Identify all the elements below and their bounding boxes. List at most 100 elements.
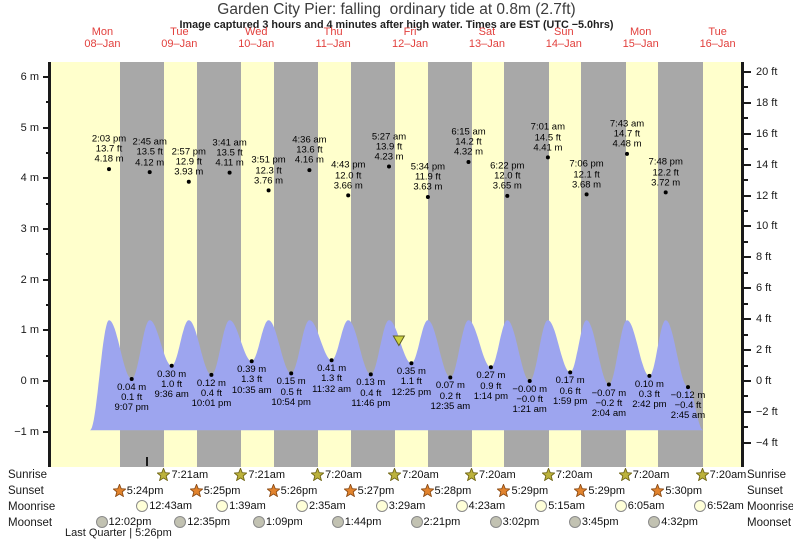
moonset-circle-icon — [95, 516, 108, 528]
sunrise-marker: 7:21am — [234, 468, 285, 481]
axis-tick — [43, 75, 50, 78]
axis-tick — [744, 194, 751, 197]
moonset-circle-icon — [568, 516, 581, 528]
sunset-star-icon — [112, 484, 126, 497]
tide-annotation-high: 5:34 pm 11.9 ft 3.63 m — [411, 162, 445, 193]
tide-dot-high — [346, 193, 351, 198]
moonset-circle-icon — [410, 516, 423, 528]
axis-minor-tick — [744, 426, 748, 429]
axis-tick — [744, 441, 751, 444]
moonrise-time: 6:05am — [627, 500, 665, 512]
tide-dot-low — [249, 359, 254, 364]
day-label: Thu 11–Jan — [315, 26, 350, 50]
moonrise-circle-icon — [136, 500, 149, 512]
annotation-line: 3.66 m — [333, 180, 363, 192]
annotation-line: 1.0 ft — [161, 378, 183, 390]
annotation-line: 7:06 pm — [569, 158, 604, 170]
moonset-marker: 1:44pm — [331, 516, 381, 528]
tide-annotation-high: 6:15 am 14.2 ft 4.32 m — [451, 127, 485, 158]
axis-tick — [43, 329, 50, 332]
axis-tick — [744, 163, 751, 166]
day-name: Tue — [170, 26, 189, 38]
sunrise-marker: 7:20am — [541, 468, 593, 481]
annotation-line: 7:43 am — [609, 118, 645, 130]
annotation-line: 1.3 ft — [241, 374, 263, 386]
annotation-line: 1:14 pm — [473, 390, 509, 402]
moonrise-circle-icon — [375, 500, 388, 512]
sunrise-star-icon — [157, 468, 171, 481]
moonrise-marker: 3:29am — [375, 500, 426, 512]
sunset-marker: 5:29pm — [497, 484, 548, 497]
sunrise-marker: 7:21am — [157, 468, 208, 481]
sunset-marker: 5:28pm — [420, 484, 471, 497]
tide-dot-low — [606, 382, 611, 387]
day-label: Wed 10–Jan — [238, 26, 275, 50]
x-axis-tick — [146, 457, 148, 466]
moonrise-time: 3:29am — [388, 500, 426, 512]
annotation-line: 2:45 am — [670, 410, 706, 422]
tide-dot-high — [663, 190, 668, 195]
sunset-time: 5:29pm — [588, 484, 626, 497]
axis-tick — [744, 380, 751, 382]
tide-dot-high — [107, 167, 111, 172]
annotation-line: 4:36 am — [292, 134, 327, 146]
tide-annotation-high: 4:43 pm 12.0 ft 3.66 m — [331, 160, 365, 192]
axis-label-meters: 2 m — [20, 273, 39, 286]
day-name: Sun — [554, 26, 574, 38]
tide-annotation-low: 0.30 m 1.0 ft 9:36 am — [154, 369, 188, 401]
annotation-line: 0.41 m — [317, 363, 347, 375]
annotation-line: 4.18 m — [94, 153, 124, 165]
annotation-line: 6:22 pm — [490, 160, 525, 172]
annotation-line: 12.0 ft — [494, 170, 521, 182]
page-subtitle: Image captured 3 hours and 4 minutes aft… — [179, 19, 614, 31]
annotation-line: 7:48 pm — [648, 156, 683, 168]
day-label: Fri 12–Jan — [392, 26, 428, 50]
annotation-line: 4.12 m — [135, 156, 165, 168]
sunrise-star-icon — [234, 468, 248, 481]
annotation-line: 2:03 pm — [91, 133, 127, 145]
annotation-line: 12.3 ft — [255, 164, 282, 176]
day-date: 10–Jan — [238, 37, 275, 50]
tide-annotation-low: 0.39 m 1.3 ft 10:35 am — [232, 365, 272, 396]
annotation-line: 0.5 ft — [280, 386, 302, 398]
moonrise-time: 1:39am — [229, 500, 266, 512]
moonrise-marker: 6:52am — [694, 500, 744, 512]
sunrise-star-icon — [388, 468, 402, 481]
day-label: Mon 15–Jan — [623, 26, 659, 50]
tide-annotation-low: 0.04 m 0.1 ft 9:07 pm — [114, 382, 148, 414]
moonset-time: 3:45pm — [581, 516, 619, 528]
sunset-star-icon — [651, 484, 665, 497]
sunrise-time: 7:20am — [402, 468, 439, 481]
tide-dot-low — [448, 375, 453, 380]
moonset-time: 4:32pm — [661, 516, 698, 528]
axis-label-feet: 6 ft — [756, 282, 772, 295]
sunset-star-icon — [497, 484, 511, 497]
day-name: Sat — [478, 26, 496, 38]
tide-dot-high — [584, 192, 589, 197]
moonrise-marker: 4:23am — [455, 500, 505, 512]
row-label-right-moonrise: Moonrise — [747, 501, 793, 513]
axis-tick — [744, 410, 751, 413]
moonrise-circle-icon — [694, 500, 707, 512]
axis-minor-tick — [744, 271, 748, 274]
axis-label-feet: 4 ft — [756, 313, 772, 326]
row-label-right-sunset: Sunset — [747, 485, 783, 497]
axis-minor-tick — [744, 86, 748, 89]
annotation-line: 4.32 m — [453, 146, 484, 158]
axis-minor-tick — [744, 240, 748, 243]
annotation-line: 12.1 ft — [573, 169, 600, 181]
tide-annotation-low: 0.13 m 0.4 ft 11:46 pm — [351, 378, 390, 409]
annotation-line: 3.65 m — [492, 180, 522, 192]
axis-label-meters: 1 m — [20, 324, 39, 337]
moonset-time: 1:09pm — [265, 516, 303, 528]
axis-minor-tick — [46, 101, 50, 104]
tide-dot-high — [425, 195, 430, 199]
sunrise-time: 7:20am — [555, 468, 593, 481]
tide-curve — [90, 320, 704, 431]
sunset-star-icon — [574, 484, 588, 497]
moonrise-time: 12:43am — [149, 500, 192, 512]
annotation-line: 11.9 ft — [415, 171, 441, 183]
moonrise-circle-icon — [614, 500, 627, 512]
annotation-line: 6:15 am — [451, 126, 486, 138]
